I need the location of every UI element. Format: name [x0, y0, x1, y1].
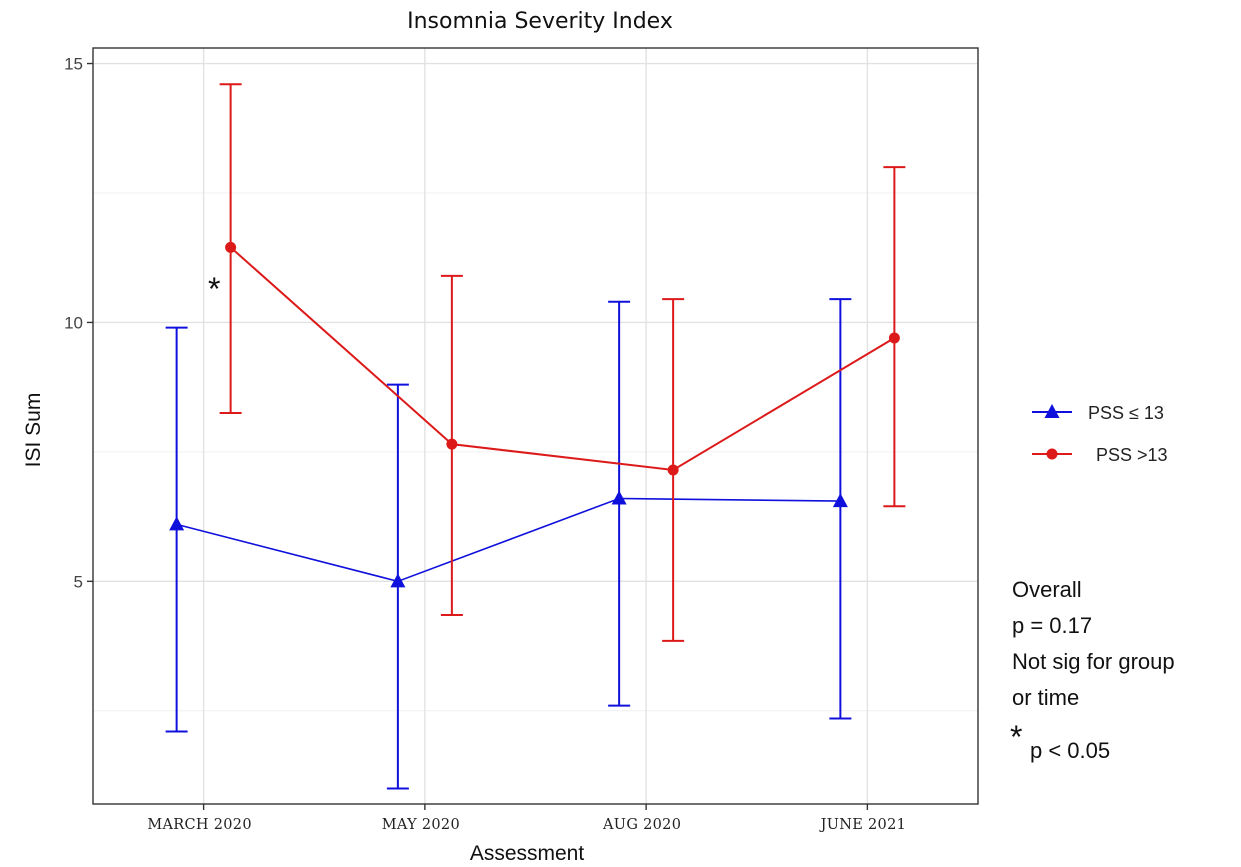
y-tick-label: 10	[64, 313, 83, 332]
note-line-not-sig: Not sig for group	[1012, 649, 1175, 674]
footnote-star: *	[1010, 719, 1022, 755]
note-line-pvalue: p = 0.17	[1012, 613, 1092, 638]
note-line-time: or time	[1012, 685, 1079, 710]
data-point-circle	[225, 241, 237, 253]
plot-background	[93, 48, 978, 804]
x-axis-title: Assessment	[470, 842, 585, 865]
significance-marker: *	[208, 271, 220, 307]
note-line-overall: Overall	[1012, 577, 1082, 602]
plot-area	[93, 48, 978, 804]
axes: 5 10 15 MARCH 2020 MAY 2020 AUG 2020 JUNE 2021	[64, 47, 979, 833]
footnote-text: p < 0.05	[1030, 738, 1110, 763]
legend-triangle-marker	[1044, 404, 1060, 418]
data-point-circle	[446, 438, 458, 450]
series-pss-high	[219, 83, 906, 642]
legend: PSS ≤ 13 PSS >13	[1032, 403, 1168, 465]
data-point-circle	[888, 332, 900, 344]
stats-note: Overall p = 0.17 Not sig for group or ti…	[1010, 577, 1175, 763]
y-tick-label: 5	[74, 572, 83, 591]
grid	[93, 48, 978, 804]
series-line	[229, 246, 895, 472]
series-line	[176, 497, 841, 583]
plot-border	[92, 47, 979, 805]
legend-circle-marker	[1046, 448, 1058, 460]
legend-label: PSS >13	[1096, 445, 1168, 465]
legend-label: PSS ≤ 13	[1088, 403, 1164, 423]
x-tick-label: MAY 2020	[382, 817, 460, 833]
data-point-triangle	[390, 573, 406, 588]
series-layer	[165, 83, 906, 790]
x-tick-label: MARCH 2020	[147, 817, 252, 833]
data-point-triangle	[169, 516, 185, 531]
y-tick-label: 15	[64, 55, 83, 74]
y-axis-title: ISI Sum	[22, 393, 45, 468]
legend-item-pss-low: PSS ≤ 13	[1032, 403, 1164, 423]
data-point-triangle	[832, 493, 848, 508]
x-tick-label: AUG 2020	[602, 817, 681, 833]
legend-item-pss-high: PSS >13	[1032, 445, 1168, 465]
chart-title: Insomnia Severity Index	[407, 9, 673, 34]
x-tick-label: JUNE 2021	[819, 817, 907, 833]
data-point-triangle	[611, 490, 627, 505]
data-point-circle	[667, 464, 679, 476]
